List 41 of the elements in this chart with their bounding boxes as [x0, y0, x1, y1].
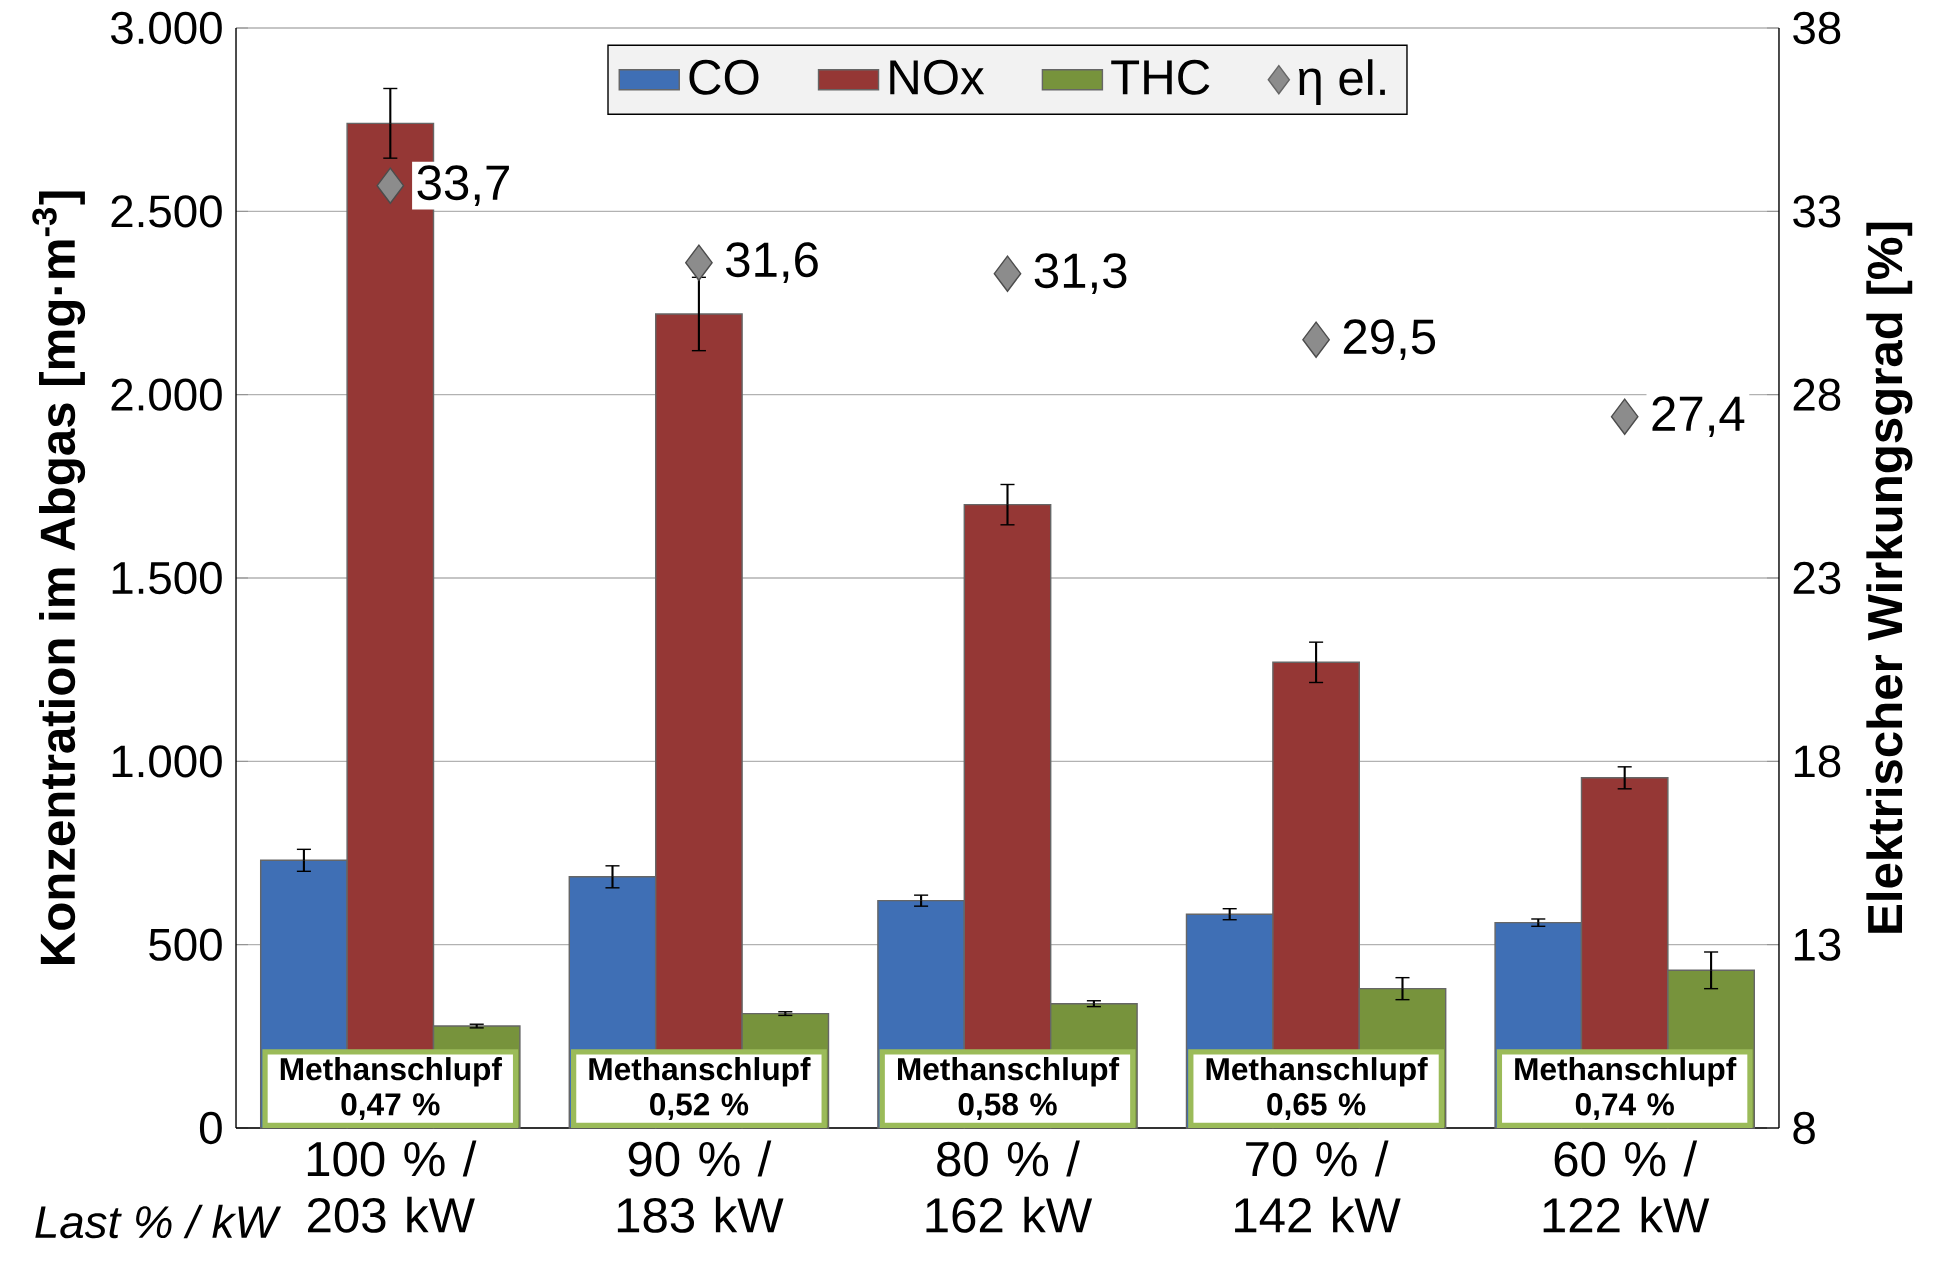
- annotation: Methanschlupf 0,65 %: [1206, 1057, 1428, 1121]
- legend-label: η el.: [1298, 59, 1385, 106]
- legend-label: NOx: [890, 59, 985, 95]
- y-axis-title: Konzentration im Abgas [mg·m$^{-3}$]: [32, 191, 86, 965]
- point: [685, 244, 713, 281]
- y-tick-label: 2.500: [111, 195, 222, 228]
- annotation: Methanschlupf 0,74 %: [1515, 1057, 1737, 1121]
- data-label: 29,5: [1343, 319, 1436, 360]
- y2-tick-label: 18: [1794, 745, 1841, 778]
- y2-tick-label: 8: [1793, 1111, 1815, 1145]
- legend-label: THC: [1111, 59, 1210, 95]
- y2-tick-label: 28: [1793, 378, 1841, 411]
- y2-tick-label: 33: [1793, 195, 1841, 228]
- annotation: Methanschlupf 0,58 %: [898, 1057, 1120, 1121]
- x-tick-label: 70 % / 142 kW: [1235, 1140, 1401, 1233]
- y-tick-label: 3.000: [111, 11, 222, 45]
- data-label: 27,4: [1652, 396, 1745, 437]
- y-tick-label: 1.500: [112, 561, 222, 595]
- data-label: 31,6: [726, 242, 818, 283]
- legend-label: CO: [689, 59, 759, 95]
- point: [1302, 321, 1330, 358]
- x-axis-title: Last % / kW: [35, 1204, 282, 1239]
- y-tick-label: 1.000: [112, 745, 222, 778]
- y-tick-label: 500: [149, 928, 222, 961]
- point: [993, 255, 1022, 292]
- x-tick-label: 100 % / 203 kW: [307, 1140, 477, 1233]
- x-tick-label: 90 % / 183 kW: [617, 1140, 784, 1233]
- point: [376, 167, 405, 204]
- y2-tick-label: 13: [1794, 928, 1841, 961]
- y2-axis-title: Elektrischer Wirkungsgrad [%]: [1866, 222, 1913, 933]
- annotation: Methanschlupf 0,47 %: [280, 1057, 502, 1121]
- x-tick-label: 80 % / 162 kW: [926, 1140, 1093, 1233]
- annotation: Methanschlupf 0,52 %: [589, 1057, 811, 1121]
- data-label: 31,3: [1034, 253, 1127, 294]
- x-tick-label: 60 % / 122 kW: [1543, 1140, 1710, 1233]
- data-label: 33,7: [417, 165, 509, 206]
- y2-tick-label: 23: [1793, 561, 1841, 595]
- y-tick-label: 0: [199, 1111, 222, 1145]
- y2-tick-label: 38: [1793, 11, 1841, 45]
- y-tick-label: 2.000: [111, 378, 222, 411]
- point: [1610, 398, 1639, 435]
